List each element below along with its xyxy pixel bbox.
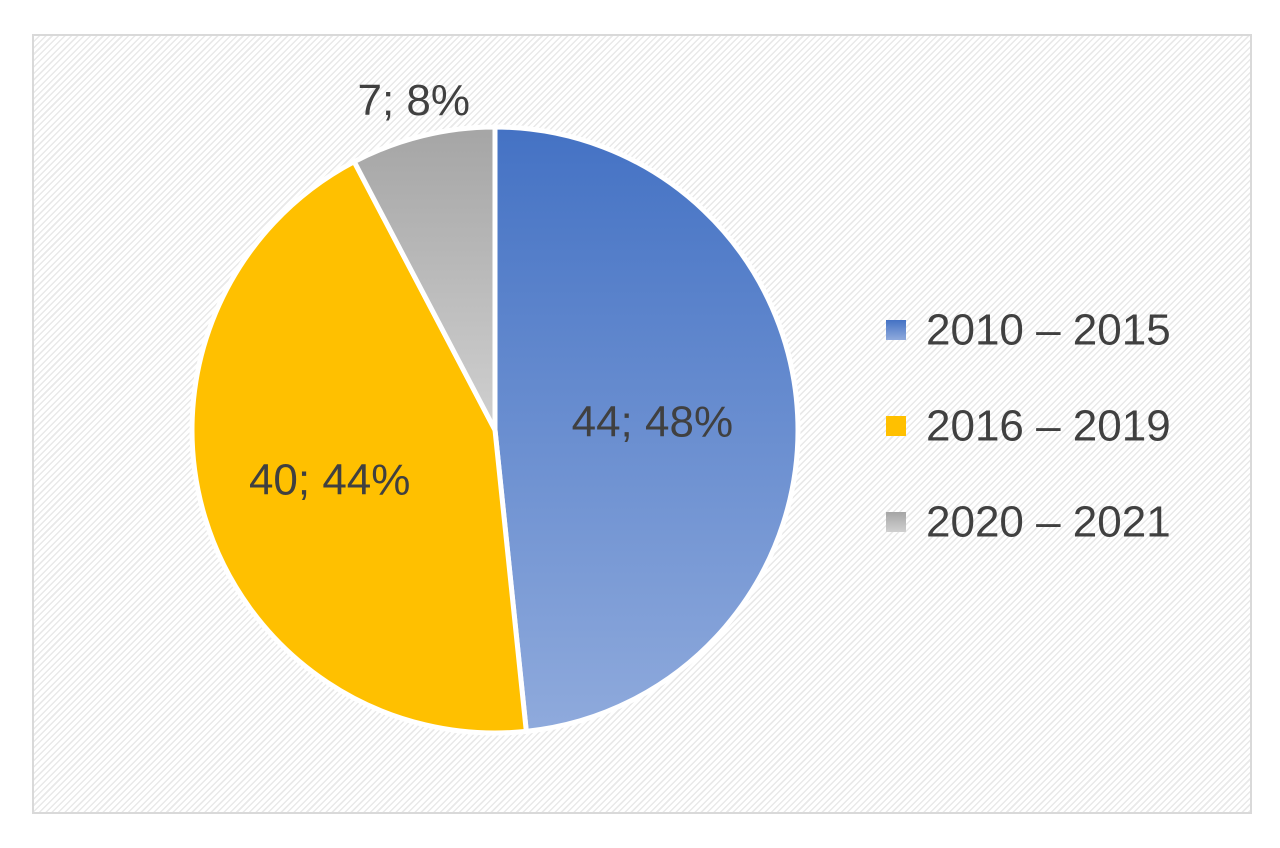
pie-slice-2016-2019 — [189, 159, 529, 736]
pie-slices — [189, 124, 801, 736]
chart-area: 44; 48% 40; 44% 7; 8% 2010 – 2015 2016 – 20… — [32, 34, 1252, 814]
pie-slice-2020-2021 — [351, 124, 498, 433]
pie-chart: 44; 48% 40; 44% 7; 8% 2010 – 2015 2016 – 20… — [189, 76, 1171, 736]
data-label-2020-2021: 7; 8% — [358, 76, 471, 125]
pie-slice-2010-2015 — [492, 124, 801, 734]
legend-swatch-2016-2019 — [886, 416, 906, 436]
data-label-2016-2019: 40; 44% — [249, 455, 410, 504]
legend: 2010 – 2015 2016 – 2019 2020 – 2021 — [886, 306, 1171, 547]
data-label-2010-2015: 44; 48% — [572, 397, 733, 446]
legend-swatch-2020-2021 — [886, 512, 906, 532]
data-labels: 44; 48% 40; 44% 7; 8% — [249, 76, 733, 504]
legend-swatch-2010-2015 — [886, 320, 906, 340]
legend-label-2010-2015: 2010 – 2015 — [926, 306, 1171, 355]
legend-label-2020-2021: 2020 – 2021 — [926, 498, 1171, 547]
legend-label-2016-2019: 2016 – 2019 — [926, 402, 1171, 451]
